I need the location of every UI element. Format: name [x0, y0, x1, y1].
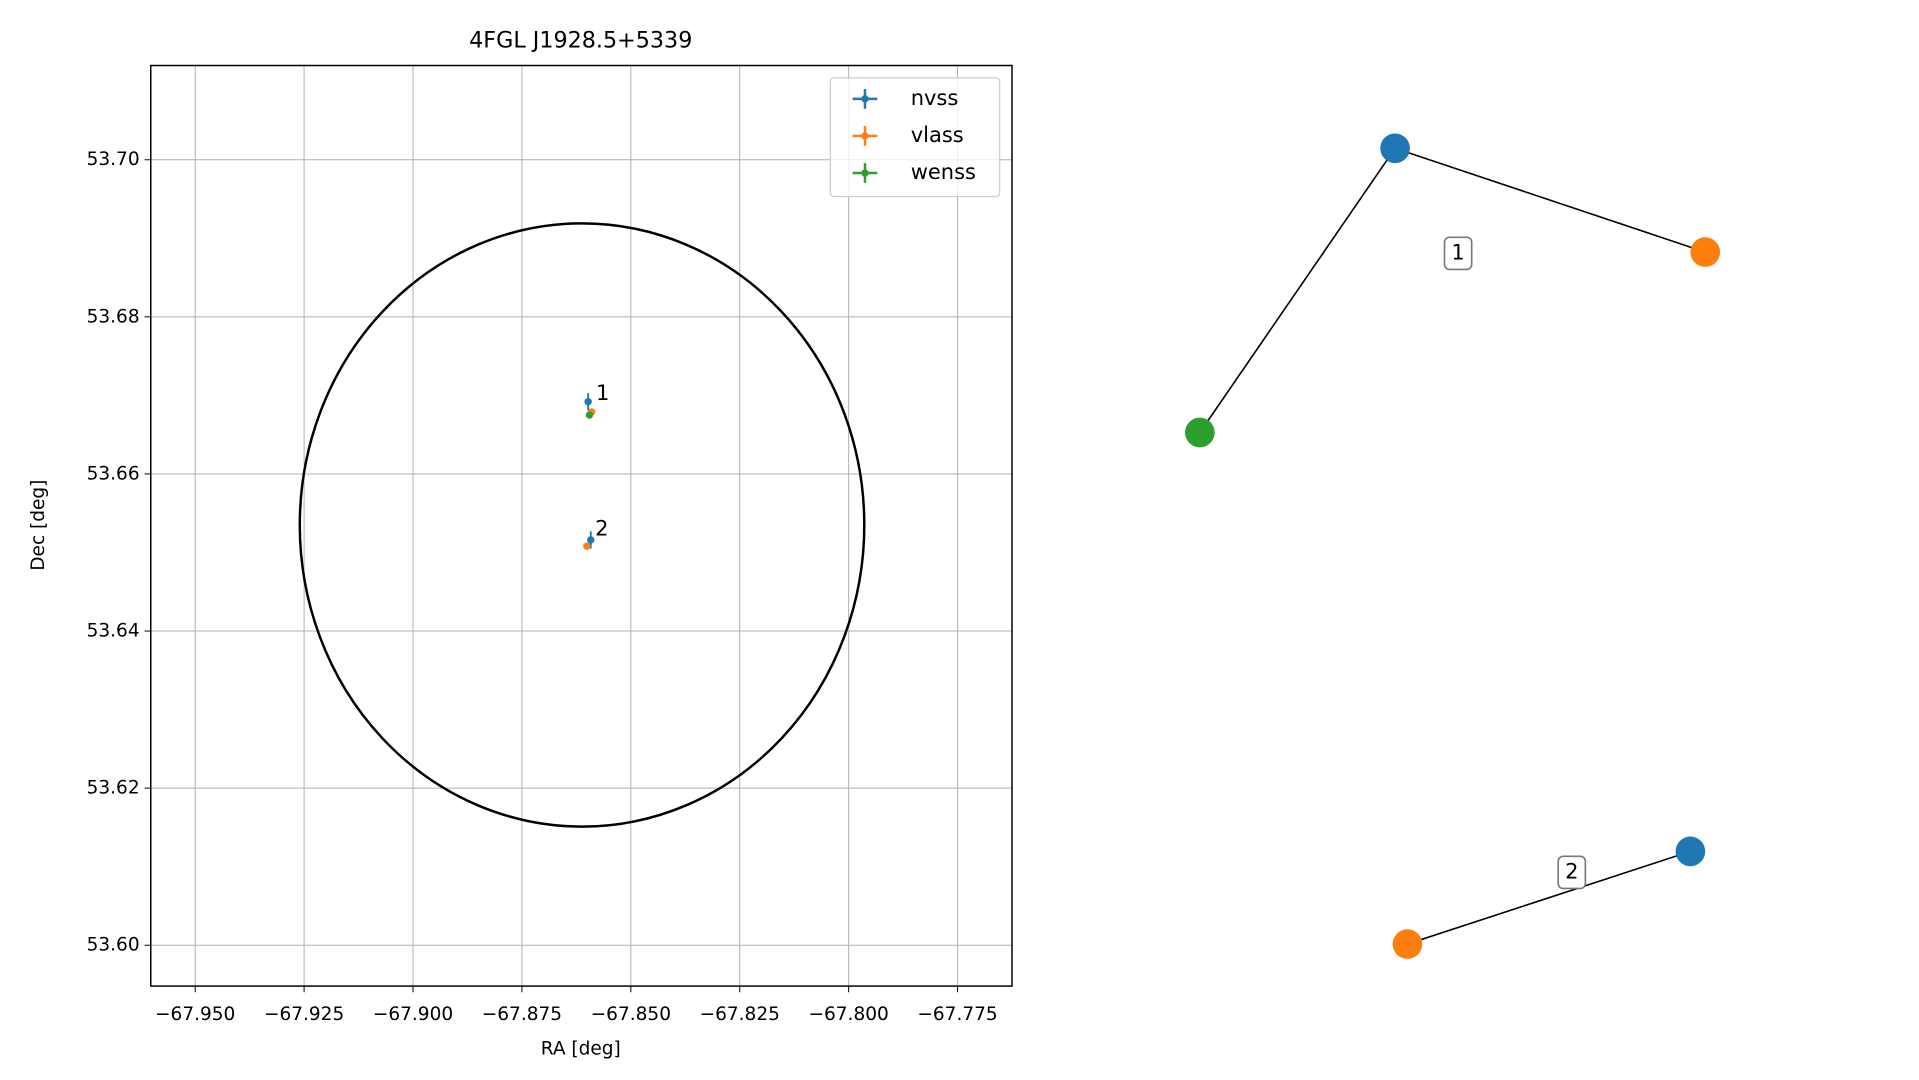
- graph-edge: [1407, 850, 1691, 945]
- graph-node: [1690, 237, 1721, 267]
- x-axis-label: RA [deg]: [541, 1039, 621, 1060]
- chart-title: 4FGL J1928.5+5339: [469, 27, 692, 53]
- x-tick-label: −67.925: [264, 1004, 344, 1025]
- legend-handle: [861, 169, 869, 177]
- graph-node: [1675, 836, 1706, 867]
- plot-frame: [150, 64, 1013, 987]
- annotation: 2: [595, 517, 608, 541]
- x-tick-label: −67.775: [917, 1004, 997, 1025]
- graph-node: [1380, 133, 1410, 164]
- legend-box: [829, 77, 1001, 198]
- y-tick-label: 53.68: [87, 306, 140, 327]
- graph-edge: [1394, 147, 1706, 253]
- y-tick-label: 53.62: [87, 778, 140, 799]
- graph-node: [1185, 417, 1215, 448]
- x-tick-label: −67.950: [155, 1004, 235, 1025]
- annotation: 1: [596, 381, 609, 405]
- legend-label: nvss: [911, 86, 959, 110]
- group-label-box: [1443, 236, 1473, 271]
- y-tick-label: 53.66: [87, 463, 140, 484]
- y-tick-label: 53.64: [87, 621, 140, 642]
- graph-edge: [1199, 147, 1396, 433]
- legend-label: wenss: [911, 160, 976, 184]
- group-label-box: [1557, 855, 1587, 890]
- x-tick-label: −67.850: [591, 1004, 671, 1025]
- x-tick-label: −67.825: [700, 1004, 780, 1025]
- data-point: [587, 536, 595, 544]
- legend-handle: [861, 95, 869, 103]
- x-tick-label: −67.875: [482, 1004, 562, 1025]
- x-tick-label: −67.900: [373, 1004, 453, 1025]
- x-tick-label: −67.800: [808, 1004, 888, 1025]
- data-point: [583, 542, 591, 550]
- y-axis-label: Dec [deg]: [28, 480, 49, 571]
- y-tick-label: 53.70: [87, 149, 140, 170]
- legend-label: vlass: [911, 123, 964, 147]
- data-point: [584, 397, 592, 406]
- group-label: 2: [1565, 859, 1578, 883]
- graph-node: [1392, 929, 1423, 959]
- legend-handle: [861, 132, 869, 140]
- data-point: [585, 411, 594, 419]
- y-tick-label: 53.60: [87, 935, 140, 956]
- localization-circle: [298, 222, 866, 828]
- group-label: 1: [1451, 240, 1464, 264]
